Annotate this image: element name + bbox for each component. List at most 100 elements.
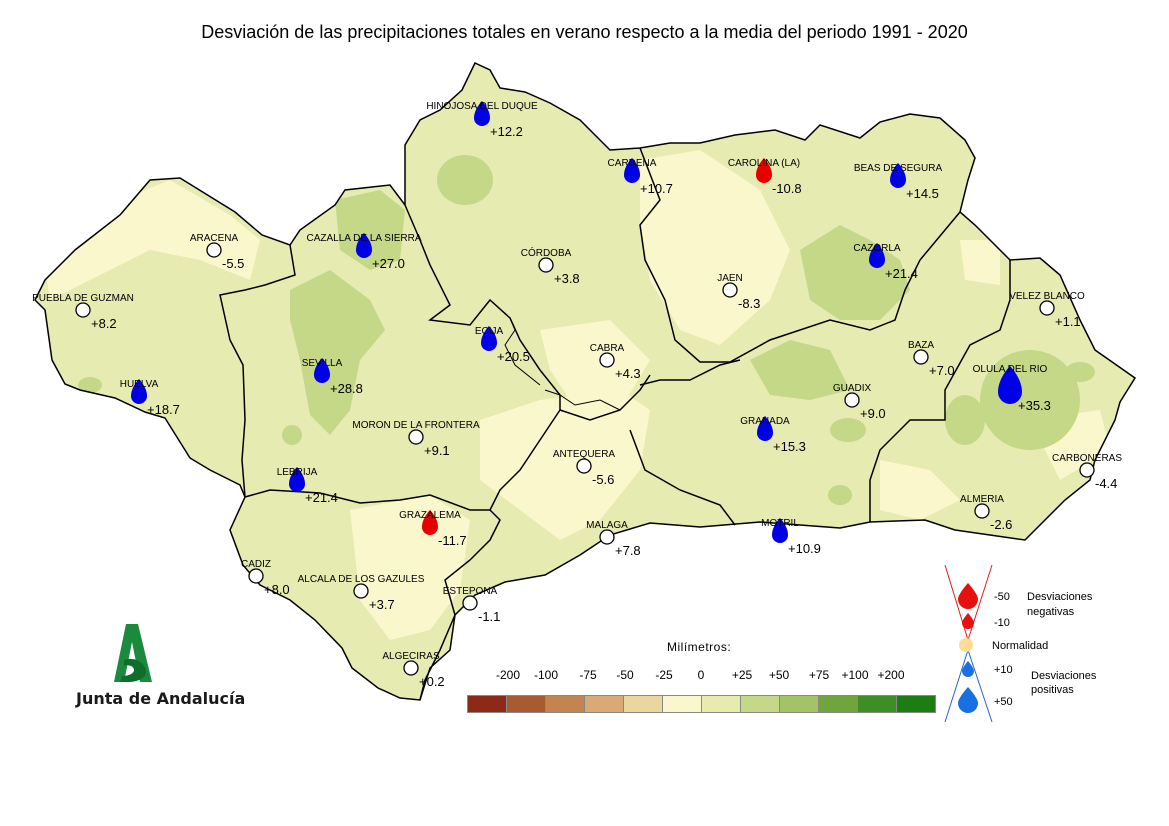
station-value: +7.0 [929, 363, 955, 378]
pos-small-drop-icon [962, 661, 974, 677]
normal-station-icon [1039, 300, 1055, 316]
station-value: +3.7 [369, 597, 395, 612]
station-marker: CADIZ +8.0 [241, 559, 290, 597]
station-name: CAZALLA DE LA SIERRA [306, 233, 421, 244]
station-marker: GRAZALEMA -11.7 [399, 510, 467, 548]
normal-station-icon [206, 242, 222, 258]
station-marker: LEBRIJA +21.4 [277, 467, 338, 505]
colorbar-swatch [546, 696, 585, 712]
normal-station-icon [599, 529, 615, 545]
negative-drop-icon [422, 510, 438, 535]
legend-title: Milímetros: [667, 640, 732, 654]
station-value: +8.2 [91, 316, 117, 331]
colorbar-swatch [507, 696, 546, 712]
positive-drop-icon [772, 518, 788, 543]
normal-station-icon [538, 257, 554, 273]
colorbar-swatch [858, 696, 897, 712]
station-value: -5.5 [222, 256, 244, 271]
station-value: +10.9 [788, 541, 821, 556]
station-name: ANTEQUERA [553, 449, 616, 460]
legend-label: -25 [655, 668, 673, 682]
station-name: LEBRIJA [277, 467, 318, 478]
station-value: +18.7 [147, 402, 180, 417]
station-marker: HUELVA +18.7 [120, 379, 180, 417]
colorbar-swatch [819, 696, 858, 712]
station-name: OLULA DEL RIO [973, 364, 1048, 375]
station-value: -10.8 [772, 181, 802, 196]
station-value: -11.7 [438, 533, 467, 548]
station-name: ESTEPONA [443, 586, 498, 597]
station-name: CARDENA [608, 158, 657, 169]
station-marker: PUEBLA DE GUZMAN +8.2 [32, 293, 134, 331]
colorbar-swatch [741, 696, 780, 712]
station-marker: SEVILLA +28.8 [302, 358, 363, 396]
normal-station-icon [913, 349, 929, 365]
normal-station-icon [722, 282, 738, 298]
station-name: VELEZ BLANCO [1009, 291, 1085, 302]
station-marker: MOTRIL +10.9 [761, 518, 821, 556]
station-name: MORON DE LA FRONTERA [352, 420, 480, 431]
station-name: ECIJA [475, 326, 504, 337]
station-marker: BAZA +7.0 [908, 340, 955, 378]
station-marker: GUADIX +9.0 [833, 383, 886, 421]
positive-drop-icon [890, 163, 906, 188]
normal-station-icon [462, 595, 478, 611]
neg-large-drop-icon [958, 583, 978, 609]
neg-label: Desviaciones negativas [1027, 591, 1093, 618]
legend-label: 0 [697, 668, 705, 682]
station-value: +1.1 [1055, 314, 1081, 329]
colorbar-swatch [468, 696, 507, 712]
station-name: CABRA [590, 343, 625, 354]
station-marker: CARBONERAS -4.4 [1052, 453, 1122, 491]
station-marker: CAZORLA +21.4 [853, 243, 918, 281]
neg-large-value: -50 [994, 591, 1010, 603]
station-name: GUADIX [833, 383, 872, 394]
station-name: CAROLINA (LA) [728, 158, 800, 169]
normal-station-icon [248, 568, 264, 584]
normal-station-icon [844, 392, 860, 408]
station-value: +21.4 [885, 266, 918, 281]
logo-text: Junta de Andalucía [76, 689, 246, 708]
station-layer: HINOJOSA DEL DUQUE +12.2 CARDENA +10.7 CAROL… [32, 101, 1122, 689]
positive-drop-icon [869, 243, 885, 268]
colorbar-swatch [663, 696, 702, 712]
map-title: Desviación de las precipitaciones totale… [201, 22, 968, 42]
positive-drop-icon [474, 101, 490, 126]
station-marker: BEAS DE SEGURA +14.5 [854, 163, 943, 201]
station-name: SEVILLA [302, 358, 343, 369]
positive-drop-icon [624, 158, 640, 183]
station-marker: OLULA DEL RIO +35.3 [973, 364, 1051, 413]
pos-label: Desviaciones positivas [1031, 670, 1097, 696]
station-marker: MORON DE LA FRONTERA +9.1 [352, 420, 480, 458]
station-name: GRANADA [740, 416, 790, 427]
station-value: +9.1 [424, 443, 450, 458]
station-marker: VELEZ BLANCO +1.1 [1009, 291, 1085, 329]
station-name: BAZA [908, 340, 934, 351]
station-value: +20.5 [497, 349, 530, 364]
station-value: +28.8 [330, 381, 363, 396]
station-marker: MALAGA +7.8 [586, 520, 641, 558]
station-marker: ESTEPONA -1.1 [443, 586, 501, 624]
station-marker: ALGECIRAS +0.2 [382, 651, 444, 689]
station-name: MALAGA [586, 520, 628, 531]
normal-station-icon [403, 660, 419, 676]
station-marker: JAEN -8.3 [717, 273, 760, 311]
legend-label: -50 [616, 668, 634, 682]
station-marker: HINOJOSA DEL DUQUE +12.2 [426, 101, 538, 139]
station-name: ALGECIRAS [382, 651, 440, 662]
positive-drop-icon [131, 379, 147, 404]
station-value: +0.2 [419, 674, 445, 689]
station-name: CARBONERAS [1052, 453, 1122, 464]
colorbar-swatch [780, 696, 819, 712]
station-name: GRAZALEMA [399, 510, 461, 521]
negative-drop-icon [756, 158, 772, 183]
normal-station-icon [576, 458, 592, 474]
station-name: MOTRIL [761, 518, 799, 529]
colorbar-swatch [585, 696, 624, 712]
station-value: +14.5 [906, 186, 939, 201]
colorbar [467, 695, 936, 713]
legend-label: -200 [495, 668, 521, 682]
positive-drop-icon [289, 467, 305, 492]
normal-station-icon [599, 352, 615, 368]
